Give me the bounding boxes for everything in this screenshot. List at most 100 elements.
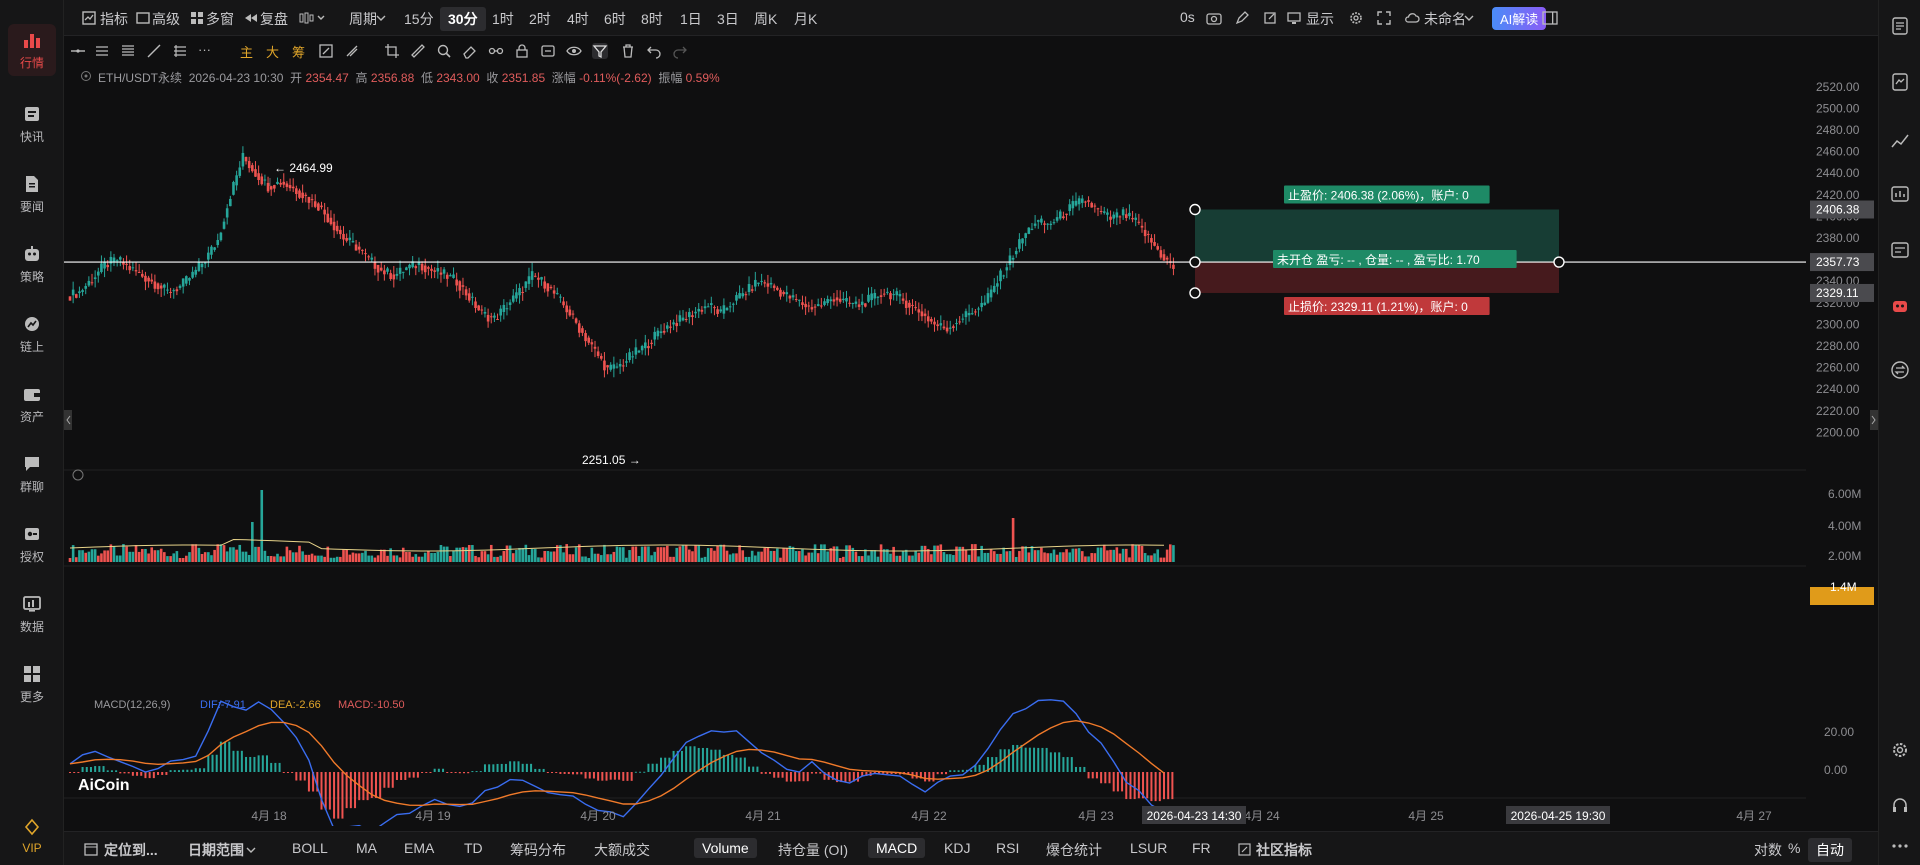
interval-8h[interactable]: 8时: [641, 11, 663, 27]
liquidation-subindicator[interactable]: 爆仓统计: [1046, 842, 1102, 858]
interval-30m[interactable]: 30分: [440, 7, 486, 31]
nav-item-assets[interactable]: 资产: [0, 374, 64, 434]
date-range-dropdown[interactable]: 日期范围: [188, 842, 244, 858]
more-dots-icon[interactable]: [1890, 836, 1910, 856]
nav-item-more[interactable]: 更多: [0, 654, 64, 714]
stats-icon[interactable]: [1890, 184, 1910, 204]
big-order-toggle[interactable]: 大: [266, 45, 280, 60]
eraser-icon[interactable]: [462, 43, 478, 59]
depth-icon[interactable]: [1890, 130, 1910, 150]
crop-icon[interactable]: [384, 43, 400, 59]
nav-item-flash[interactable]: 快讯: [0, 94, 64, 154]
ma-indicator[interactable]: MA: [356, 840, 377, 856]
display-button[interactable]: 显示: [1306, 11, 1334, 27]
interval-week[interactable]: 周K: [754, 11, 778, 27]
position-overlay[interactable]: 止盈价: 2406.38 (2.06%)，账户: 0 未开仓 盈亏: -- , 仓…: [64, 185, 1806, 315]
zoom-icon[interactable]: [436, 43, 452, 59]
hide-drawings-icon[interactable]: [566, 43, 582, 59]
collapse-panel-icon[interactable]: [1542, 10, 1558, 26]
interval-month[interactable]: 月K: [794, 11, 818, 27]
fr-subindicator[interactable]: FR: [1192, 840, 1211, 856]
volume-subindicator[interactable]: Volume: [694, 838, 757, 858]
nav-item-chat[interactable]: 群聊: [0, 444, 64, 504]
eye-icon[interactable]: [80, 70, 92, 82]
trend-line-icon[interactable]: [146, 43, 162, 59]
auto-scale-toggle[interactable]: 自动: [1808, 838, 1852, 862]
interval-3d[interactable]: 3日: [717, 11, 739, 27]
volume-bar: [1036, 550, 1040, 562]
nav-item-onchain[interactable]: 链上: [0, 304, 64, 364]
interval-4h[interactable]: 4时: [567, 11, 589, 27]
chart-style-icon[interactable]: [299, 12, 327, 24]
locate-button[interactable]: 定位到...: [104, 842, 158, 858]
gear-icon[interactable]: [1348, 10, 1364, 26]
trades-icon[interactable]: [1890, 72, 1910, 92]
horizontal-line-icon[interactable]: [70, 43, 86, 59]
replay-button[interactable]: 复盘: [260, 11, 288, 27]
percent-scale-toggle[interactable]: %: [1788, 840, 1801, 856]
main-overlay-toggle[interactable]: 主: [240, 45, 254, 60]
nav-item-strategy[interactable]: 策略: [0, 234, 64, 294]
trash-icon[interactable]: [620, 43, 636, 59]
screenshot-icon[interactable]: [540, 43, 556, 59]
nav-item-market[interactable]: 行情: [0, 20, 64, 80]
interval-15m[interactable]: 15分: [404, 11, 434, 27]
rsi-subindicator[interactable]: RSI: [996, 840, 1020, 856]
interval-1h[interactable]: 1时: [492, 11, 514, 27]
kdj-subindicator[interactable]: KDJ: [944, 840, 971, 856]
candle-body: [109, 256, 113, 264]
filter-icon[interactable]: [592, 43, 608, 59]
ema-indicator[interactable]: EMA: [404, 840, 435, 856]
nav-item-data[interactable]: 数据: [0, 584, 64, 644]
boll-indicator[interactable]: BOLL: [292, 840, 328, 856]
nav-item-auth[interactable]: 授权: [0, 514, 64, 574]
chip-distribution-indicator[interactable]: 筹码分布: [510, 842, 566, 858]
interval-2h[interactable]: 2时: [529, 11, 551, 27]
link-icon[interactable]: [488, 43, 504, 59]
large-trade-indicator[interactable]: 大额成交: [594, 842, 650, 858]
log-scale-toggle[interactable]: 对数: [1754, 842, 1782, 858]
candle-body: [845, 298, 848, 302]
pitchfork-icon[interactable]: [172, 43, 188, 59]
advanced-button[interactable]: 高级: [152, 11, 180, 27]
more-tools-icon[interactable]: ···: [198, 42, 211, 57]
collapse-left-icon[interactable]: [64, 410, 72, 430]
community-indicator-button[interactable]: 社区指标: [1256, 842, 1312, 858]
swap-icon[interactable]: [1890, 360, 1910, 380]
td-indicator[interactable]: TD: [464, 840, 483, 856]
orderbook-icon[interactable]: [1890, 16, 1910, 36]
nav-item-news[interactable]: 要闻: [0, 164, 64, 224]
ai-interpret-button[interactable]: AI解读: [1492, 7, 1547, 30]
share-icon[interactable]: [1262, 10, 1278, 26]
interval-1d[interactable]: 1日: [680, 11, 702, 27]
price-axis[interactable]: 2520.00 2500.00 2480.00 2460.00 2440.00 2420.…: [1806, 66, 1878, 826]
bot-icon[interactable]: [1890, 296, 1910, 316]
indicator-button[interactable]: 指标: [100, 11, 128, 27]
interval-6h[interactable]: 6时: [604, 11, 626, 27]
period-dropdown[interactable]: 周期: [349, 11, 377, 27]
ruler-icon[interactable]: [410, 43, 426, 59]
macd-subindicator[interactable]: MACD: [868, 838, 926, 858]
nav-item-vip[interactable]: VIP: [0, 808, 64, 864]
fullscreen-icon[interactable]: [1376, 10, 1392, 26]
etf-icon[interactable]: [1890, 240, 1910, 260]
compare-icon[interactable]: [318, 43, 334, 59]
chip-toggle[interactable]: 筹: [292, 45, 306, 60]
price-chart[interactable]: ← 2464.99 2251.05 → MACD(12,26,9) DIF:-7.9…: [64, 66, 1814, 826]
undo-icon[interactable]: [646, 43, 662, 59]
parallel-lines-icon[interactable]: [94, 43, 110, 59]
collapse-right-icon[interactable]: [1870, 410, 1878, 430]
camera-icon[interactable]: [1206, 10, 1222, 26]
pen-icon[interactable]: [1234, 10, 1250, 26]
layout-name-dropdown[interactable]: 未命名: [1424, 11, 1466, 27]
magnet-icon[interactable]: [344, 43, 360, 59]
macd-histogram-bar: [437, 768, 440, 772]
redo-icon[interactable]: [672, 43, 688, 59]
headset-icon[interactable]: [1890, 796, 1910, 816]
oi-subindicator[interactable]: 持仓量 (OI): [778, 842, 848, 858]
multi-window-button[interactable]: 多窗: [206, 11, 234, 27]
fib-lines-icon[interactable]: [120, 43, 136, 59]
lsur-subindicator[interactable]: LSUR: [1130, 840, 1168, 856]
settings-gear-icon[interactable]: [1890, 740, 1910, 760]
lock-icon[interactable]: [514, 43, 530, 59]
